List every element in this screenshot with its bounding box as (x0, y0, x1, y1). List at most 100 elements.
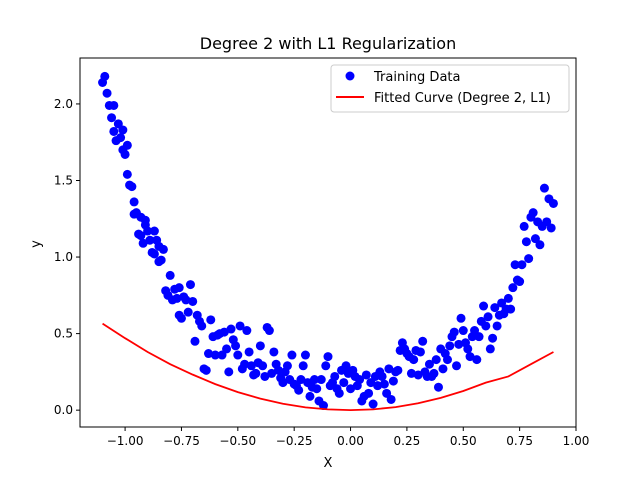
data-point (515, 277, 525, 287)
y-tick-label: 0.0 (54, 403, 73, 417)
data-point (418, 336, 428, 346)
data-point (109, 100, 119, 110)
data-point (136, 231, 146, 241)
plot-area (98, 71, 558, 412)
data-point (296, 375, 306, 385)
fitted-curve-line (102, 322, 554, 412)
x-tick-label: 1.00 (563, 434, 590, 448)
legend-label-training-data: Training Data (373, 70, 460, 85)
data-point (122, 169, 132, 179)
y-tick-label: 1.5 (54, 173, 73, 187)
data-point (323, 352, 333, 362)
data-point (339, 378, 349, 388)
data-point (235, 321, 245, 331)
data-point (454, 339, 464, 349)
data-point (456, 313, 466, 323)
data-point (546, 223, 556, 233)
data-point (278, 378, 288, 388)
data-point (388, 376, 398, 386)
data-point (185, 280, 195, 290)
data-point (548, 198, 558, 208)
data-point (149, 249, 159, 259)
data-point (201, 365, 211, 375)
data-point (244, 347, 254, 357)
data-point (452, 361, 462, 371)
data-point (143, 226, 153, 236)
data-point (429, 368, 439, 378)
data-point (479, 301, 489, 311)
data-point (129, 197, 139, 207)
data-point (334, 388, 344, 398)
data-point (282, 361, 292, 371)
data-point (300, 350, 310, 360)
data-point (120, 149, 130, 159)
data-point (183, 307, 193, 317)
data-point (204, 349, 214, 359)
data-point (524, 254, 534, 264)
data-point (181, 295, 191, 305)
y-tick-label: 2.0 (54, 97, 73, 111)
legend-box (330, 64, 570, 113)
data-point (318, 401, 328, 411)
data-point (386, 394, 396, 404)
x-axis-label: X (324, 456, 333, 471)
data-point (413, 370, 423, 380)
data-point (316, 375, 326, 385)
data-point (393, 365, 403, 375)
data-point (433, 382, 443, 392)
data-point (287, 350, 297, 360)
data-point (206, 315, 216, 325)
data-point (165, 270, 175, 280)
data-point (528, 208, 538, 218)
data-point (506, 304, 516, 314)
data-point (361, 370, 371, 380)
data-point (321, 361, 331, 371)
data-point (188, 296, 198, 306)
data-point (116, 133, 126, 143)
data-point (149, 226, 159, 236)
data-point (176, 313, 186, 323)
data-point (246, 361, 256, 371)
x-tick-label: −0.25 (276, 434, 313, 448)
data-point (251, 368, 261, 378)
data-point (510, 260, 520, 270)
data-point (490, 303, 500, 313)
x-tick-label: −0.50 (219, 434, 256, 448)
data-point (442, 355, 452, 365)
data-point (273, 365, 283, 375)
data-point (118, 125, 128, 135)
data-point (485, 344, 495, 354)
data-point (409, 355, 419, 365)
data-point (269, 347, 279, 357)
data-point (488, 333, 498, 343)
data-point (406, 368, 416, 378)
data-point (294, 385, 304, 395)
y-tick-label: 1.0 (54, 250, 73, 264)
data-point (309, 375, 319, 385)
data-point (102, 88, 112, 98)
data-point (492, 321, 502, 331)
data-point (145, 235, 155, 245)
data-point (438, 364, 448, 374)
data-point (264, 326, 274, 336)
x-tick-label: 0.25 (394, 434, 421, 448)
data-point (109, 126, 119, 136)
data-point (210, 350, 220, 360)
legend: Training Data Fitted Curve (Degree 2, L1… (330, 64, 570, 113)
data-point (424, 359, 434, 369)
data-point (508, 283, 518, 293)
chart-title: Degree 2 with L1 Regularization (200, 34, 456, 53)
x-tick-label: 0.75 (506, 434, 533, 448)
data-point (472, 355, 482, 365)
data-point (535, 240, 545, 250)
data-point (107, 113, 117, 123)
x-tick-label: −1.00 (107, 434, 144, 448)
data-point (298, 361, 308, 371)
data-point (240, 359, 250, 369)
data-point (260, 371, 270, 381)
axes: −1.00 −0.75 −0.50 −0.25 0.00 0.25 0.50 0.75 1.00… (54, 57, 590, 448)
data-point (483, 312, 493, 322)
x-tick-label: −0.75 (163, 434, 200, 448)
data-point (346, 384, 356, 394)
